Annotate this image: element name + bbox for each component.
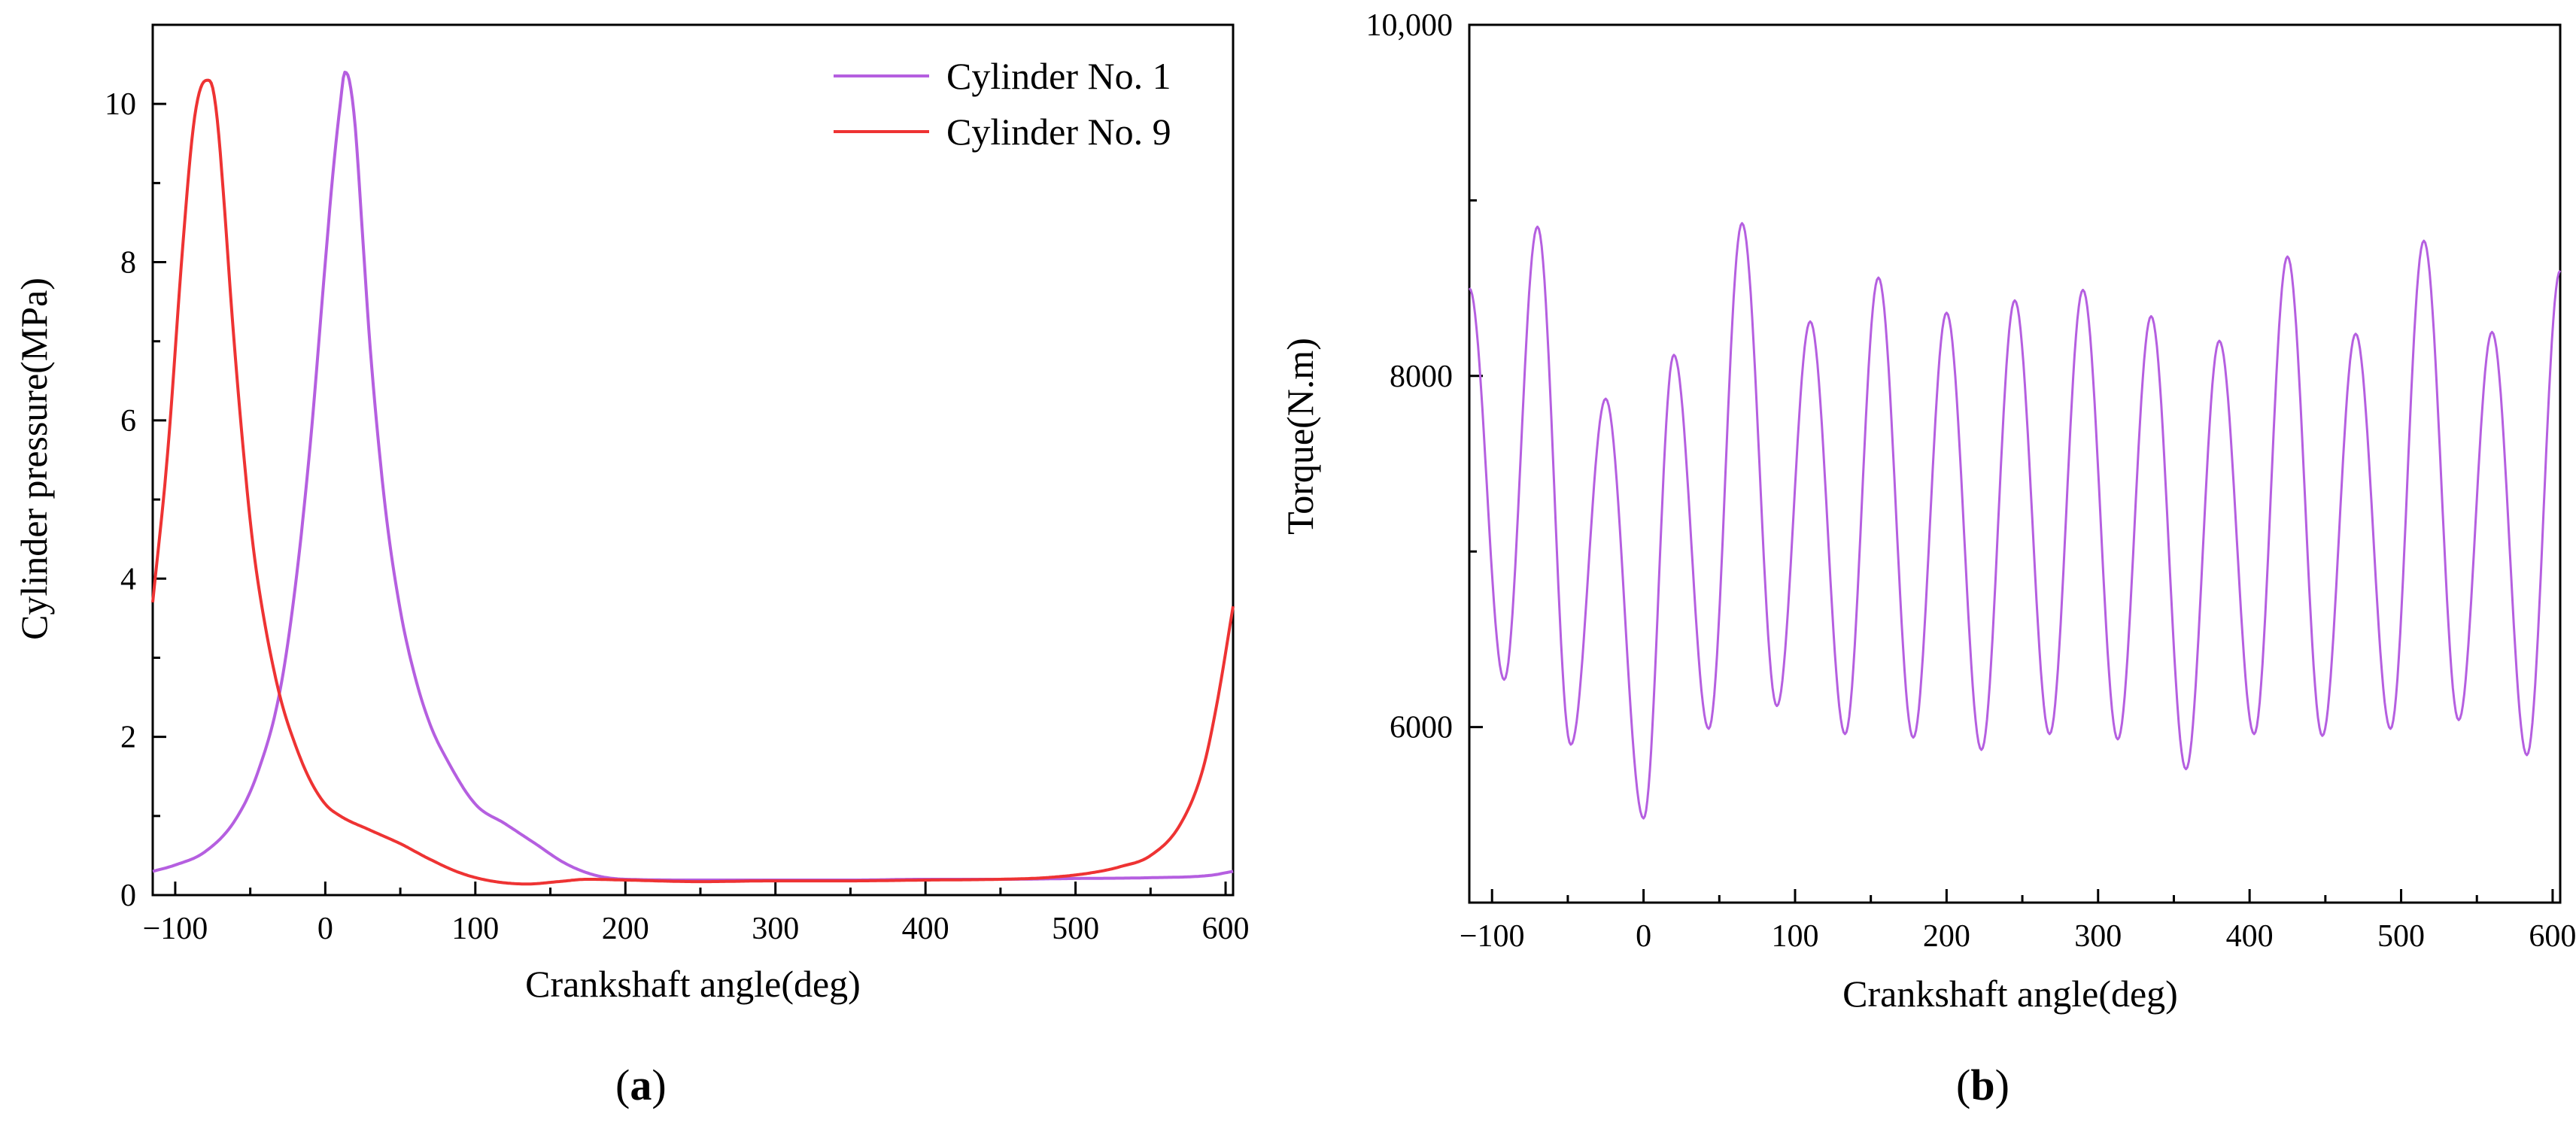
plot-frame-b (1468, 23, 2562, 904)
x-tick-label: 100 (451, 912, 499, 946)
x-tick-label: 200 (602, 912, 649, 946)
y-axis-ticks-b: 6000 8000 10,000 (1366, 8, 1483, 745)
panel-label-b: (b) (1956, 1061, 2009, 1109)
x-tick-label: −100 (1460, 919, 1525, 954)
legend-label-cylinder-1: Cylinder No. 1 (946, 55, 1171, 97)
y-tick-label: 10 (105, 87, 136, 122)
y-tick-label: 8 (120, 246, 136, 281)
x-tick-label: 600 (1202, 912, 1250, 946)
y-axis-label-b: Torque(N.m) (1279, 338, 1321, 535)
x-tick-label: 300 (2074, 919, 2122, 954)
y-axis-label-a: Cylinder pressure(MPa) (13, 278, 55, 640)
x-tick-label: 500 (2377, 919, 2425, 954)
chart-panel-b: −100 0 100 200 300 400 500 600 6000 8000 10,000 C… (1279, 8, 2576, 1109)
x-axis-label-a: Crankshaft angle(deg) (525, 963, 861, 1005)
x-axis-ticks-b: −100 0 100 200 300 400 500 600 (1460, 889, 2576, 954)
x-tick-label: −100 (143, 912, 208, 946)
series-line-torque (1468, 222, 2562, 820)
x-tick-label: 0 (317, 912, 333, 946)
x-tick-label: 600 (2529, 919, 2576, 954)
series-line-cylinder-9 (151, 78, 1235, 886)
series-group-a (151, 71, 1235, 886)
y-tick-label: 0 (120, 879, 136, 913)
y-tick-label: 10,000 (1366, 8, 1454, 43)
panel-label-a: (a) (615, 1061, 667, 1109)
x-tick-label: 0 (1636, 919, 1651, 954)
y-tick-label: 6000 (1390, 711, 1453, 745)
legend-label-cylinder-9: Cylinder No. 9 (946, 111, 1171, 153)
x-tick-label: 300 (752, 912, 799, 946)
legend-a: Cylinder No. 1 Cylinder No. 9 (834, 55, 1171, 153)
x-axis-label-b: Crankshaft angle(deg) (1842, 973, 2178, 1015)
x-tick-label: 400 (902, 912, 949, 946)
x-tick-label: 400 (2226, 919, 2274, 954)
x-tick-label: 100 (1771, 919, 1818, 954)
x-tick-label: 500 (1052, 912, 1099, 946)
x-tick-label: 200 (1923, 919, 1970, 954)
series-group-b (1468, 222, 2562, 820)
y-tick-label: 4 (120, 562, 136, 596)
series-line-cylinder-1 (152, 71, 1234, 882)
plot-frame-a (151, 23, 1235, 897)
x-axis-ticks-a: −100 0 100 200 300 400 500 600 (143, 882, 1250, 946)
y-tick-label: 2 (120, 721, 136, 755)
y-axis-ticks-a: 0 2 4 6 8 10 (105, 87, 166, 913)
y-tick-label: 8000 (1390, 360, 1453, 394)
y-tick-label: 6 (120, 404, 136, 439)
